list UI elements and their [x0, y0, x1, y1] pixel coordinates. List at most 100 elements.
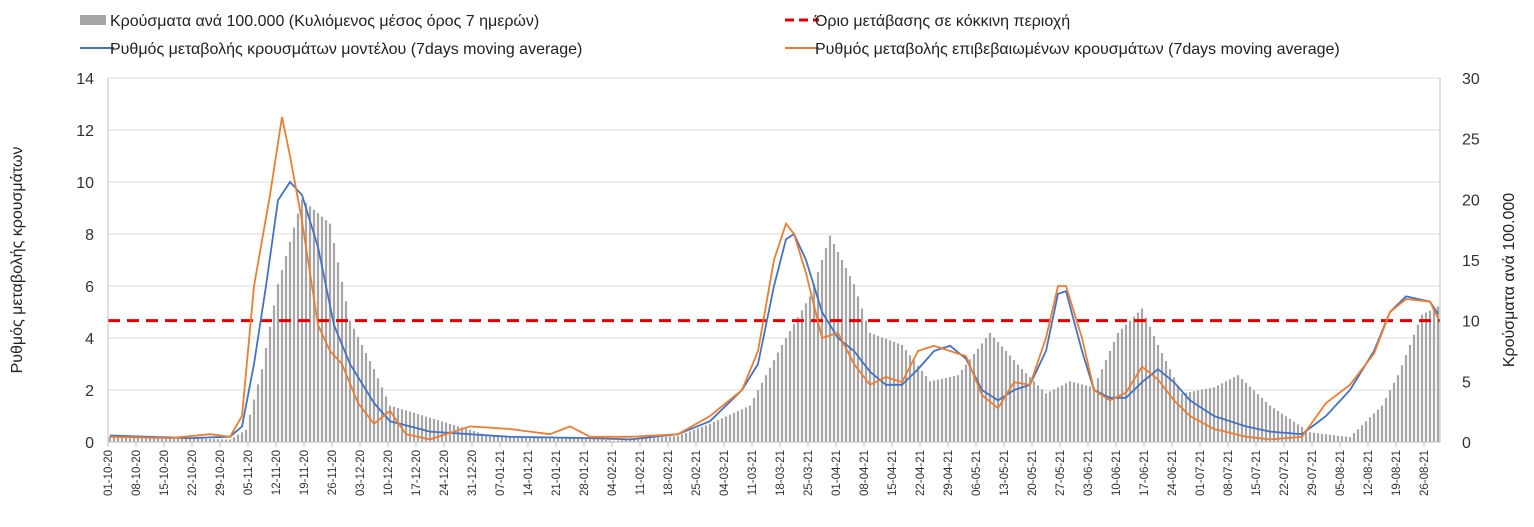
y-left-tick-label: 0 — [85, 435, 94, 452]
bar — [544, 437, 548, 442]
bar — [436, 420, 440, 442]
bar — [768, 367, 772, 442]
bar — [112, 436, 116, 442]
bar — [380, 387, 384, 442]
bar — [992, 337, 996, 442]
bar — [492, 436, 496, 442]
x-tick-label: 05-08-21 — [1335, 450, 1347, 496]
bar — [716, 420, 720, 442]
bar — [1088, 386, 1092, 442]
bar — [216, 439, 220, 442]
x-tick-label: 05-11-20 — [243, 450, 255, 495]
bar — [1068, 381, 1072, 442]
bar — [1184, 392, 1188, 442]
bar — [1400, 365, 1404, 442]
x-tick-label: 01-07-21 — [1195, 450, 1207, 496]
bar — [788, 331, 792, 442]
bar — [1120, 328, 1124, 442]
bar — [884, 338, 888, 442]
bar — [1260, 398, 1264, 442]
bar — [772, 360, 776, 442]
x-tick-label: 15-07-21 — [1251, 450, 1263, 496]
x-tick-label: 22-10-20 — [187, 450, 199, 496]
bar — [1376, 409, 1380, 442]
bar — [1092, 387, 1096, 442]
bar — [760, 382, 764, 442]
bar — [1100, 369, 1104, 442]
bar — [804, 303, 808, 442]
bar — [232, 437, 236, 442]
bar — [1368, 417, 1372, 442]
bar — [944, 377, 948, 442]
bar — [120, 436, 124, 442]
bar — [932, 380, 936, 442]
bar — [1320, 433, 1324, 442]
bar — [172, 437, 176, 442]
bar — [1096, 378, 1100, 442]
legend-swatch-bar — [80, 15, 106, 25]
y-left-axis-title: Ρυθμός μεταβολής κρουσμάτων — [9, 147, 26, 374]
bar — [336, 262, 340, 442]
bar — [796, 317, 800, 442]
bar — [800, 310, 804, 442]
bar — [1388, 390, 1392, 442]
bar — [1044, 393, 1048, 442]
bar — [1312, 432, 1316, 442]
bar — [576, 438, 580, 442]
bar — [1332, 435, 1336, 442]
bar — [128, 436, 132, 442]
bar — [1016, 364, 1020, 442]
bar — [312, 209, 316, 442]
bar — [1248, 386, 1252, 442]
bar — [1280, 413, 1284, 442]
bar — [1152, 335, 1156, 442]
x-tick-label: 08-04-21 — [859, 450, 871, 496]
bar — [484, 434, 488, 442]
x-tick-label: 15-04-21 — [887, 450, 899, 496]
x-tick-label: 26-08-21 — [1419, 450, 1431, 496]
x-tick-label: 10-06-21 — [1111, 450, 1123, 496]
x-tick-label: 27-05-21 — [1055, 450, 1067, 496]
x-tick-label: 15-10-20 — [159, 450, 171, 496]
bar — [1292, 421, 1296, 442]
bar — [384, 396, 388, 442]
bar — [896, 343, 900, 442]
legend-label: Ρυθμός μεταβολής επιβεβαιωμένων κρουσμάτ… — [815, 41, 1340, 58]
bar — [468, 429, 472, 442]
legend: Κρούσματα ανά 100.000 (Κυλιόμενος μέσος … — [80, 13, 1340, 58]
bar — [828, 235, 832, 442]
x-tick-label: 14-01-21 — [523, 450, 535, 496]
bar — [1316, 433, 1320, 442]
bar — [808, 296, 812, 442]
bar — [192, 438, 196, 442]
x-tick-label: 22-04-21 — [915, 450, 927, 496]
x-tick-label: 24-12-20 — [439, 450, 451, 496]
x-tick-label: 26-11-20 — [327, 450, 339, 495]
axes: 0 2 4 6 8 10 12 14 0 5 10 15 20 25 30 01-10-20 08-10-20 1… — [9, 71, 1518, 496]
bar — [784, 338, 788, 442]
bar — [980, 343, 984, 442]
bar — [1000, 346, 1004, 442]
bar — [512, 436, 516, 442]
x-tick-label: 22-07-21 — [1279, 450, 1291, 496]
y-right-tick-label: 10 — [1462, 314, 1480, 331]
bar — [872, 334, 876, 442]
bar — [596, 439, 600, 442]
bar — [564, 437, 568, 442]
x-tick-label: 10-12-20 — [383, 450, 395, 496]
bar — [220, 439, 224, 442]
bar — [888, 340, 892, 442]
bar — [720, 418, 724, 442]
bar — [700, 426, 704, 442]
bar — [1268, 405, 1272, 442]
bar — [1176, 385, 1180, 442]
x-tick-label: 04-02-21 — [607, 450, 619, 496]
x-tick-label: 18-03-21 — [775, 450, 787, 496]
bar — [144, 437, 148, 442]
bar — [1052, 389, 1056, 442]
x-tick-label: 04-03-21 — [719, 450, 731, 496]
bar — [704, 425, 708, 442]
bar — [1080, 384, 1084, 442]
bar — [672, 436, 676, 442]
bar — [524, 436, 528, 442]
